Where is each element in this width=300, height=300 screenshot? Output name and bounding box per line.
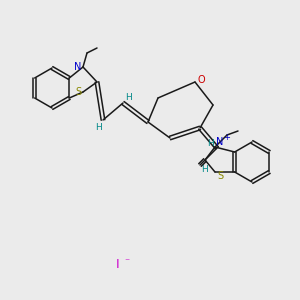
Text: H: H (124, 92, 131, 101)
Text: N: N (216, 137, 224, 147)
Text: H: H (208, 140, 214, 148)
Text: S: S (217, 171, 223, 181)
Text: S: S (75, 87, 81, 97)
Text: H: H (202, 166, 208, 175)
Text: ⁻: ⁻ (124, 257, 130, 267)
Text: O: O (197, 75, 205, 85)
Text: H: H (96, 122, 102, 131)
Text: I: I (116, 259, 120, 272)
Text: N: N (74, 62, 82, 72)
Text: +: + (224, 133, 230, 142)
